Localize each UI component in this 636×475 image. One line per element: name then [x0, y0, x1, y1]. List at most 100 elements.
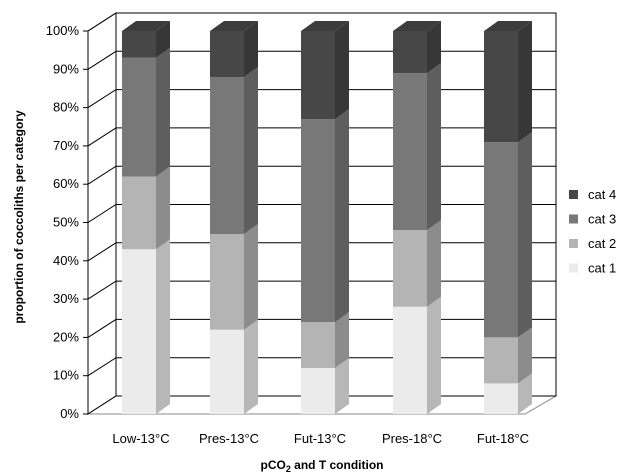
- y-tick-label: 50%: [53, 215, 79, 230]
- bar-side: [244, 223, 258, 330]
- bar-segment-cat-2-pres-13-c: [210, 223, 258, 330]
- bar-segment-cat-1-fut-18-c: [484, 373, 532, 414]
- bar-front: [122, 249, 156, 414]
- bar-side: [427, 220, 441, 307]
- legend-item-cat-1: cat 1: [569, 261, 616, 276]
- bar-front: [210, 233, 244, 330]
- bar-front: [122, 31, 156, 58]
- y-axis-title: proportion of coccoliths per category: [12, 110, 26, 324]
- bar-group-fut-13-c: [301, 21, 349, 414]
- bar-segment-cat-2-low-13-c: [122, 166, 170, 250]
- bar-segment-cat-2-pres-18-c: [393, 220, 441, 307]
- bar-segment-cat-1-pres-13-c: [210, 319, 258, 414]
- bar-front: [210, 76, 244, 234]
- bar-segment-cat-4-pres-13-c: [210, 21, 258, 77]
- bar-side: [427, 21, 441, 74]
- x-tick-labels: Low-13°C Pres-13°C Fut-13°C Pres-18°C Fut-18…: [112, 431, 529, 446]
- x-axis-title-main: pCO: [260, 458, 285, 472]
- bar-side: [518, 132, 532, 338]
- bar-group-low-13-c: [122, 21, 170, 414]
- bar-side: [244, 66, 258, 234]
- bar-segment-cat-3-low-13-c: [122, 47, 170, 177]
- bar-top: [393, 21, 441, 31]
- bar-side: [156, 47, 170, 177]
- bar-front: [301, 31, 335, 120]
- y-tick-label: 70%: [53, 138, 79, 153]
- bar-side: [156, 166, 170, 250]
- y-tick-label: 60%: [53, 176, 79, 191]
- bar-segment-cat-4-pres-18-c: [393, 21, 441, 74]
- y-tick-labels: 0% 10% 20% 30% 40% 50% 60% 70% 80% 90% 100%: [46, 23, 80, 421]
- bar-side: [335, 109, 349, 323]
- bar-segment-cat-2-fut-13-c: [301, 312, 349, 369]
- bar-front: [301, 322, 335, 369]
- legend-swatch: [569, 263, 578, 273]
- y-tick-label: 0%: [60, 406, 79, 421]
- legend-swatch: [569, 239, 578, 248]
- legend-swatch: [569, 214, 578, 224]
- bar-segment-cat-4-fut-18-c: [484, 21, 532, 143]
- x-tick-label-fut-13-c: Fut-13°C: [294, 431, 346, 446]
- bar-side: [244, 319, 258, 414]
- bar-top: [484, 21, 532, 31]
- bar-top: [122, 21, 170, 31]
- bar-group-pres-13-c: [210, 21, 258, 414]
- legend-item-cat-2: cat 2: [569, 236, 616, 251]
- bar-front: [393, 73, 427, 231]
- bar-side: [518, 373, 532, 414]
- bar-segment-cat-3-pres-18-c: [393, 63, 441, 231]
- bar-top: [210, 21, 258, 31]
- x-tick-label-pres-18-c: Pres-18°C: [382, 431, 442, 446]
- bar-segment-cat-4-low-13-c: [122, 21, 170, 58]
- bar-side: [156, 21, 170, 58]
- legend-swatch: [569, 190, 578, 199]
- bar-segment-cat-3-pres-13-c: [210, 66, 258, 234]
- x-axis-title-rest: and T condition: [291, 458, 384, 472]
- x-tick-label-low-13-c: Low-13°C: [112, 431, 169, 446]
- x-axis-title: pCO2 and T condition: [260, 458, 383, 474]
- y-tick-label: 40%: [53, 253, 79, 268]
- bar-front: [122, 57, 156, 177]
- x-axis-title-subscript: 2: [286, 464, 291, 474]
- x-tick-label-pres-13-c: Pres-13°C: [199, 431, 259, 446]
- bar-side: [244, 21, 258, 77]
- bar-side: [427, 63, 441, 231]
- bar-side: [518, 21, 532, 143]
- bar-front: [484, 337, 518, 384]
- bar-group-fut-18-c: [484, 21, 532, 414]
- gridline: [87, 12, 556, 32]
- bar-side: [335, 358, 349, 414]
- bar-segment-cat-3-fut-13-c: [301, 109, 349, 323]
- legend-label: cat 4: [588, 187, 616, 202]
- bar-front: [484, 31, 518, 143]
- bar-front: [393, 306, 427, 414]
- bar-front: [122, 176, 156, 250]
- bar-group-pres-18-c: [393, 21, 441, 414]
- bar-front: [393, 31, 427, 74]
- bar-front: [210, 329, 244, 414]
- y-tick-label: 100%: [46, 23, 80, 38]
- legend-item-cat-4: cat 4: [569, 187, 616, 202]
- y-tick-label: 80%: [53, 100, 79, 115]
- legend-label: cat 2: [588, 236, 616, 251]
- y-tick-label: 90%: [53, 61, 79, 76]
- bar-front: [210, 31, 244, 77]
- bar-segment-cat-1-fut-13-c: [301, 358, 349, 414]
- y-tick-label: 10%: [53, 368, 79, 383]
- bar-side: [335, 312, 349, 369]
- bar-segment-cat-1-pres-18-c: [393, 296, 441, 414]
- bar-front: [301, 368, 335, 414]
- bar-front: [393, 230, 427, 307]
- bar-segment-cat-2-fut-18-c: [484, 327, 532, 384]
- legend-label: cat 3: [588, 212, 616, 227]
- bar-segment-cat-4-fut-13-c: [301, 21, 349, 120]
- legend-item-cat-3: cat 3: [569, 212, 616, 227]
- legend: cat 4 cat 3 cat 2 cat 1: [569, 187, 616, 276]
- y-tick-label: 30%: [53, 291, 79, 306]
- bar-top: [301, 21, 349, 31]
- bar-side: [518, 327, 532, 384]
- x-tick-label-fut-18-c: Fut-18°C: [477, 431, 529, 446]
- bar-side: [427, 296, 441, 414]
